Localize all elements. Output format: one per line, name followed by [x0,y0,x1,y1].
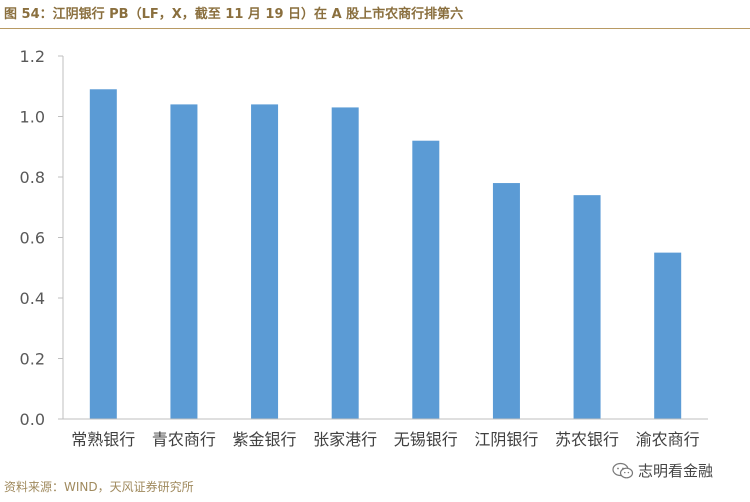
y-axis: 0.0 0.2 0.4 0.6 0.8 1.0 1.2 [20,47,64,429]
y-tick-label: 1.0 [20,108,45,127]
bars [89,89,682,420]
bar [251,104,279,420]
y-tick-label: 0.2 [20,350,45,369]
bar [654,252,682,419]
bar [89,89,117,420]
x-tick-label: 青农商行 [152,430,216,449]
x-axis: 常熟银行 青农商行 紫金银行 张家港行 无锡银行 江阴银行 苏农银行 渝农商行 [63,418,708,449]
title-divider [0,28,750,29]
x-tick-label: 苏农银行 [555,430,619,449]
y-tick-label: 0.8 [20,168,45,187]
x-tick-label: 无锡银行 [394,430,458,449]
bar [412,140,440,419]
bar [170,104,198,420]
x-tick-label: 张家港行 [313,430,377,449]
figure-title: 图 54：江阴银行 PB（LF，X，截至 11 月 19 日）在 A 股上市农商… [4,7,464,22]
y-tick-label: 1.2 [20,47,45,66]
watermark: 志明看金融 [612,460,713,481]
watermark-text: 志明看金融 [638,462,714,480]
bar [331,107,359,420]
x-tick-label: 渝农商行 [636,430,700,449]
bar [573,195,601,419]
y-tick-label: 0.0 [20,410,45,429]
x-tick-label: 常熟银行 [71,430,135,449]
x-tick-label: 紫金银行 [233,430,297,449]
y-tick-label: 0.4 [20,289,45,308]
bar [492,183,520,419]
wechat-icon [612,462,634,478]
x-tick-label: 江阴银行 [474,430,538,449]
source-note: 资料来源：WIND，天风证券研究所 [4,480,194,494]
y-tick-label: 0.6 [20,229,45,248]
